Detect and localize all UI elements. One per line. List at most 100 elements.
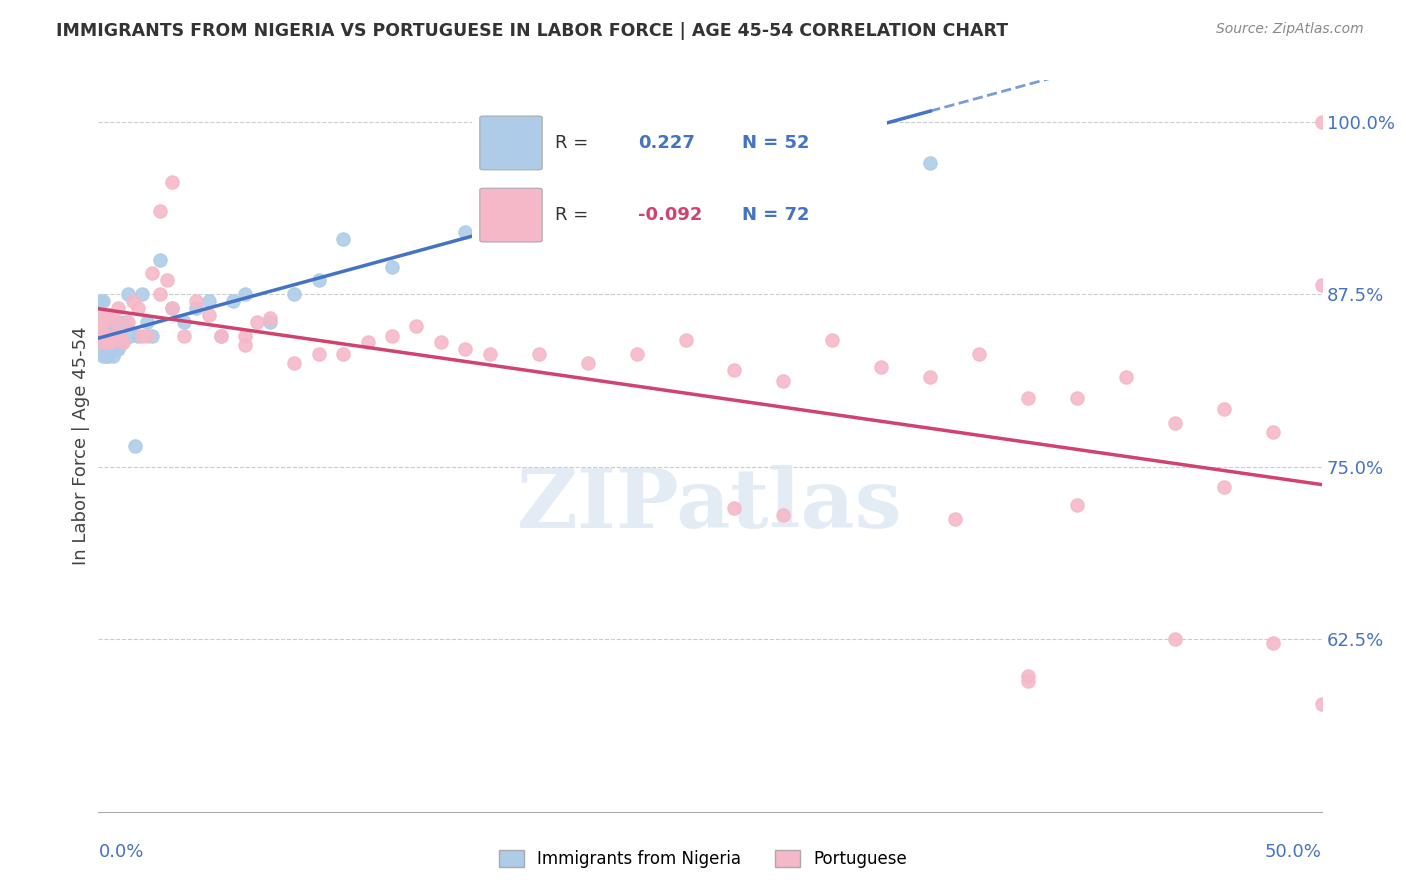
Point bbox=[576, 142, 599, 156]
Point bbox=[127, 301, 149, 315]
Point bbox=[209, 328, 232, 343]
Point bbox=[1066, 391, 1088, 405]
Point bbox=[97, 321, 120, 335]
Point bbox=[233, 287, 256, 301]
Point bbox=[90, 321, 112, 335]
Point bbox=[186, 301, 208, 315]
Point bbox=[97, 308, 120, 322]
Point bbox=[111, 335, 134, 350]
Text: IMMIGRANTS FROM NIGERIA VS PORTUGUESE IN LABOR FORCE | AGE 45-54 CORRELATION CHA: IMMIGRANTS FROM NIGERIA VS PORTUGUESE IN… bbox=[56, 22, 1008, 40]
Point bbox=[120, 328, 142, 343]
Text: 0.0%: 0.0% bbox=[98, 843, 143, 861]
Point bbox=[356, 335, 378, 350]
Point bbox=[101, 328, 124, 343]
Point bbox=[149, 204, 172, 219]
Point bbox=[197, 294, 219, 309]
Point bbox=[1310, 697, 1333, 711]
Point bbox=[1115, 370, 1137, 384]
Text: ZIPatlas: ZIPatlas bbox=[517, 465, 903, 544]
Point bbox=[91, 315, 114, 329]
Point bbox=[90, 294, 112, 309]
Point bbox=[89, 335, 111, 350]
Point bbox=[117, 315, 139, 329]
Point bbox=[124, 439, 146, 453]
Point bbox=[233, 328, 256, 343]
Point bbox=[101, 349, 124, 363]
Point bbox=[101, 335, 124, 350]
Point bbox=[478, 346, 501, 360]
Text: Source: ZipAtlas.com: Source: ZipAtlas.com bbox=[1216, 22, 1364, 37]
Point bbox=[1261, 425, 1284, 440]
Point bbox=[723, 363, 745, 377]
Point bbox=[772, 508, 794, 522]
Point bbox=[136, 315, 159, 329]
Point bbox=[91, 328, 114, 343]
Point bbox=[405, 318, 427, 333]
Point bbox=[90, 308, 112, 322]
Point bbox=[160, 301, 183, 315]
Point bbox=[160, 301, 183, 315]
Point bbox=[97, 349, 120, 363]
Point bbox=[107, 301, 129, 315]
Point bbox=[1212, 480, 1234, 494]
Point bbox=[920, 370, 942, 384]
Point bbox=[94, 308, 117, 322]
Point bbox=[1017, 391, 1039, 405]
Point bbox=[104, 315, 127, 329]
Point bbox=[283, 287, 305, 301]
Legend: Immigrants from Nigeria, Portuguese: Immigrants from Nigeria, Portuguese bbox=[492, 843, 914, 875]
Point bbox=[1066, 499, 1088, 513]
Point bbox=[107, 343, 129, 357]
Point bbox=[173, 315, 195, 329]
Point bbox=[94, 308, 117, 322]
Point bbox=[209, 328, 232, 343]
Point bbox=[91, 335, 114, 350]
Point bbox=[117, 287, 139, 301]
Point bbox=[100, 308, 122, 322]
Point bbox=[149, 252, 172, 267]
Point bbox=[91, 328, 114, 343]
Point bbox=[97, 335, 120, 350]
Point bbox=[222, 294, 245, 309]
Point bbox=[100, 328, 122, 343]
Point bbox=[772, 374, 794, 388]
Point bbox=[1310, 114, 1333, 128]
Point bbox=[332, 346, 354, 360]
Point bbox=[141, 267, 163, 281]
Point bbox=[91, 294, 114, 309]
Point bbox=[94, 335, 117, 350]
Point bbox=[160, 175, 183, 189]
Point bbox=[89, 345, 111, 359]
Point bbox=[104, 343, 127, 357]
Point bbox=[107, 315, 129, 329]
Point bbox=[723, 501, 745, 516]
Point bbox=[1310, 277, 1333, 292]
Point bbox=[1017, 673, 1039, 688]
Point bbox=[381, 260, 404, 274]
Point bbox=[94, 321, 117, 335]
Point bbox=[101, 321, 124, 335]
Point bbox=[1164, 416, 1187, 430]
Point bbox=[100, 343, 122, 357]
Point bbox=[246, 315, 269, 329]
Point bbox=[197, 308, 219, 322]
Point bbox=[430, 335, 453, 350]
Point bbox=[454, 225, 477, 239]
Point bbox=[233, 338, 256, 352]
Point bbox=[131, 328, 153, 343]
Point bbox=[1261, 636, 1284, 650]
Point bbox=[156, 273, 179, 287]
Point bbox=[97, 335, 120, 350]
Point bbox=[870, 360, 893, 375]
Point bbox=[454, 343, 477, 357]
Point bbox=[967, 346, 990, 360]
Point bbox=[127, 328, 149, 343]
Point bbox=[675, 333, 697, 347]
Point bbox=[121, 294, 143, 309]
Point bbox=[332, 232, 354, 246]
Text: 50.0%: 50.0% bbox=[1265, 843, 1322, 861]
Point bbox=[943, 512, 966, 526]
Point bbox=[173, 328, 195, 343]
Point bbox=[141, 328, 163, 343]
Point bbox=[527, 346, 550, 360]
